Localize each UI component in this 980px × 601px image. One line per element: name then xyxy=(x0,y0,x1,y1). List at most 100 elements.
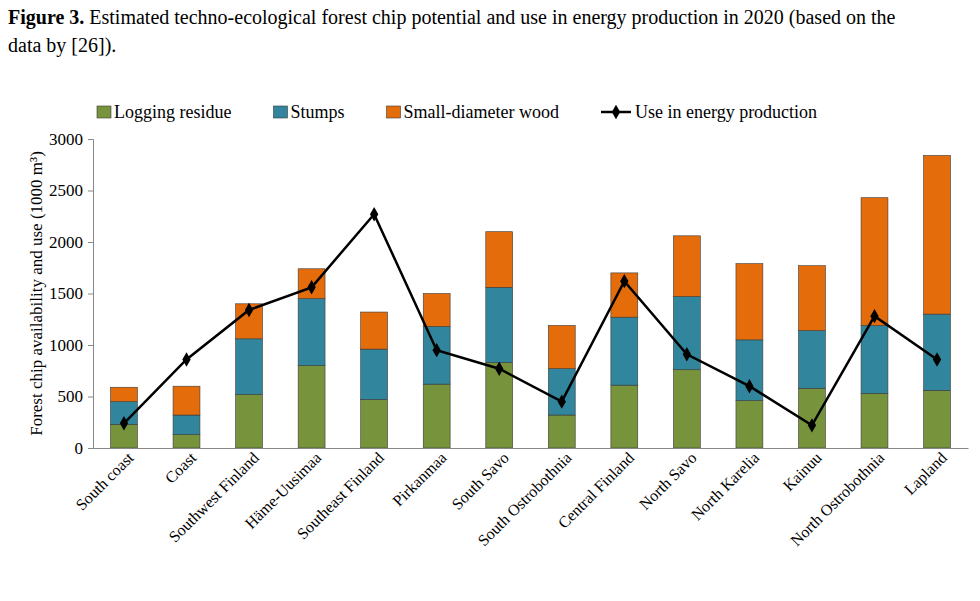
tick-label: 2000 xyxy=(49,233,83,252)
tick: Central Finland xyxy=(555,448,638,532)
tick: 0 xyxy=(75,439,94,458)
tick: North Savo xyxy=(636,448,700,513)
legend-item: Stumps xyxy=(273,102,344,122)
axis-title: Forest chip availability and use (1000 m… xyxy=(27,151,46,436)
axis-line xyxy=(94,448,969,449)
tick-label: North Karelia xyxy=(688,449,763,524)
bar xyxy=(924,390,951,448)
bar xyxy=(548,415,575,448)
bar xyxy=(611,385,638,448)
tick: North Karelia xyxy=(688,448,763,523)
tick-mark xyxy=(88,294,93,295)
tick-label: Pirkanmaa xyxy=(389,449,449,509)
tick: 3000 xyxy=(49,130,93,149)
bar xyxy=(673,236,700,297)
legend-label: Stumps xyxy=(290,102,344,122)
marker xyxy=(433,343,441,357)
tick-mark xyxy=(88,242,93,243)
bar xyxy=(611,273,638,317)
marker xyxy=(933,352,941,366)
bar-series xyxy=(111,155,951,415)
bar xyxy=(173,386,200,415)
tick-label: 2500 xyxy=(49,181,83,200)
tick-label: Central Finland xyxy=(555,449,638,532)
bar xyxy=(799,331,826,389)
bar xyxy=(361,349,388,399)
bar xyxy=(173,415,200,435)
marker xyxy=(745,379,753,393)
tick: Coast xyxy=(162,448,200,487)
tick-label: 1000 xyxy=(49,336,83,355)
bar xyxy=(548,369,575,415)
tick-label: South Ostrobothnia xyxy=(474,449,574,549)
tick-mark xyxy=(88,191,93,192)
tick: 2000 xyxy=(49,233,93,252)
x-axis: South coastCoastSouthwest FinlandHäme-Uu… xyxy=(72,448,968,549)
bar xyxy=(361,400,388,448)
bar xyxy=(486,287,513,362)
tick: South Savo xyxy=(448,448,512,513)
bar xyxy=(361,312,388,349)
marker xyxy=(495,361,503,375)
chart: Figure 3. Estimated techno-ecological fo… xyxy=(0,0,980,601)
tick-label: Coast xyxy=(162,449,200,487)
bar xyxy=(548,325,575,368)
bar xyxy=(173,435,200,448)
bar xyxy=(736,264,763,340)
bar xyxy=(236,394,263,448)
tick: 1500 xyxy=(49,284,93,303)
tick-label: North Ostrobothnia xyxy=(787,449,887,549)
marker xyxy=(870,309,878,323)
legend-item: Logging residue xyxy=(97,102,231,122)
marker xyxy=(620,274,628,288)
tick-mark xyxy=(88,345,93,346)
marker xyxy=(245,303,253,317)
tick: South coast xyxy=(72,448,137,513)
tick-label: Kainuu xyxy=(780,449,825,494)
tick-label: Lapland xyxy=(901,449,951,499)
y-axis: 050010001500200025003000 xyxy=(49,130,94,458)
tick-label: 3000 xyxy=(49,130,83,149)
legend-item: Small-diameter wood xyxy=(387,102,559,122)
legend-label: Logging residue xyxy=(114,102,231,122)
tick-mark xyxy=(88,397,93,398)
legend-label: Small-diameter wood xyxy=(404,102,559,122)
bar xyxy=(736,401,763,448)
bar xyxy=(673,370,700,448)
tick: South Ostrobothnia xyxy=(474,448,574,549)
tick: North Ostrobothnia xyxy=(787,448,887,549)
bar xyxy=(423,294,450,327)
axis-line xyxy=(88,140,94,449)
line xyxy=(124,214,937,425)
bar xyxy=(236,339,263,395)
tick: 2500 xyxy=(49,181,93,200)
bar xyxy=(924,155,951,314)
bar xyxy=(298,269,325,299)
tick-label: 0 xyxy=(75,439,84,458)
bar xyxy=(861,198,888,326)
marker xyxy=(558,394,566,408)
bar xyxy=(486,232,513,288)
bar xyxy=(111,387,138,401)
tick: Lapland xyxy=(901,448,951,499)
bar xyxy=(861,393,888,448)
marker xyxy=(307,280,315,294)
tick-mark xyxy=(88,139,93,140)
tick-label: North Savo xyxy=(636,449,700,513)
tick-label: Southeast Finland xyxy=(294,449,387,542)
tick: Kainuu xyxy=(780,448,825,494)
tick-label: South Savo xyxy=(448,449,512,513)
title: Figure 3. Estimated techno-ecological fo… xyxy=(8,6,896,57)
tick-label: Southwest Finland xyxy=(165,449,262,546)
marker xyxy=(120,416,128,430)
bar xyxy=(861,325,888,393)
marker xyxy=(182,352,190,366)
marker xyxy=(683,347,691,361)
tick: Southeast Finland xyxy=(294,448,387,542)
legend-swatch xyxy=(273,106,287,118)
marker xyxy=(370,207,378,221)
tick: Pirkanmaa xyxy=(389,448,449,509)
tick-label: South coast xyxy=(72,448,137,513)
bar xyxy=(611,317,638,385)
plot-area xyxy=(111,155,951,448)
